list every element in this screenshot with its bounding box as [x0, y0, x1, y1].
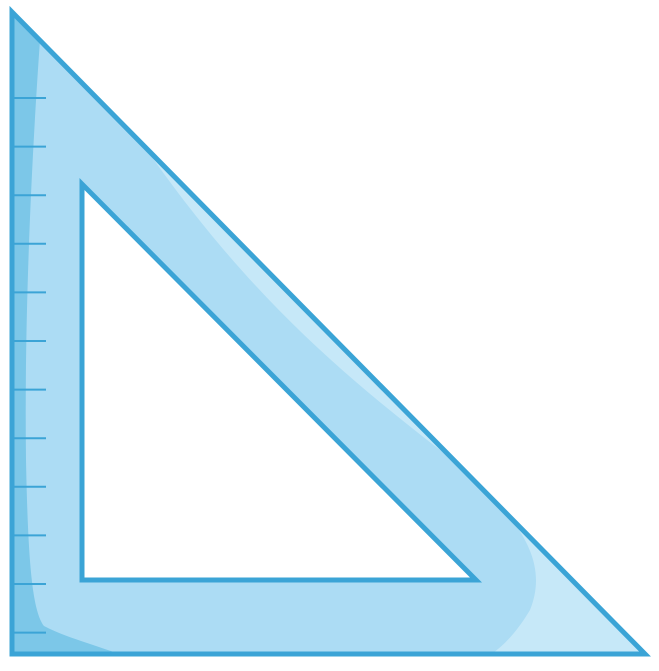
ruler-ticks [14, 97, 46, 634]
left-edge-shade [12, 12, 160, 654]
outer-outline [9, 5, 651, 657]
hypotenuse-highlight [140, 12, 645, 654]
inner-outline [79, 177, 483, 583]
